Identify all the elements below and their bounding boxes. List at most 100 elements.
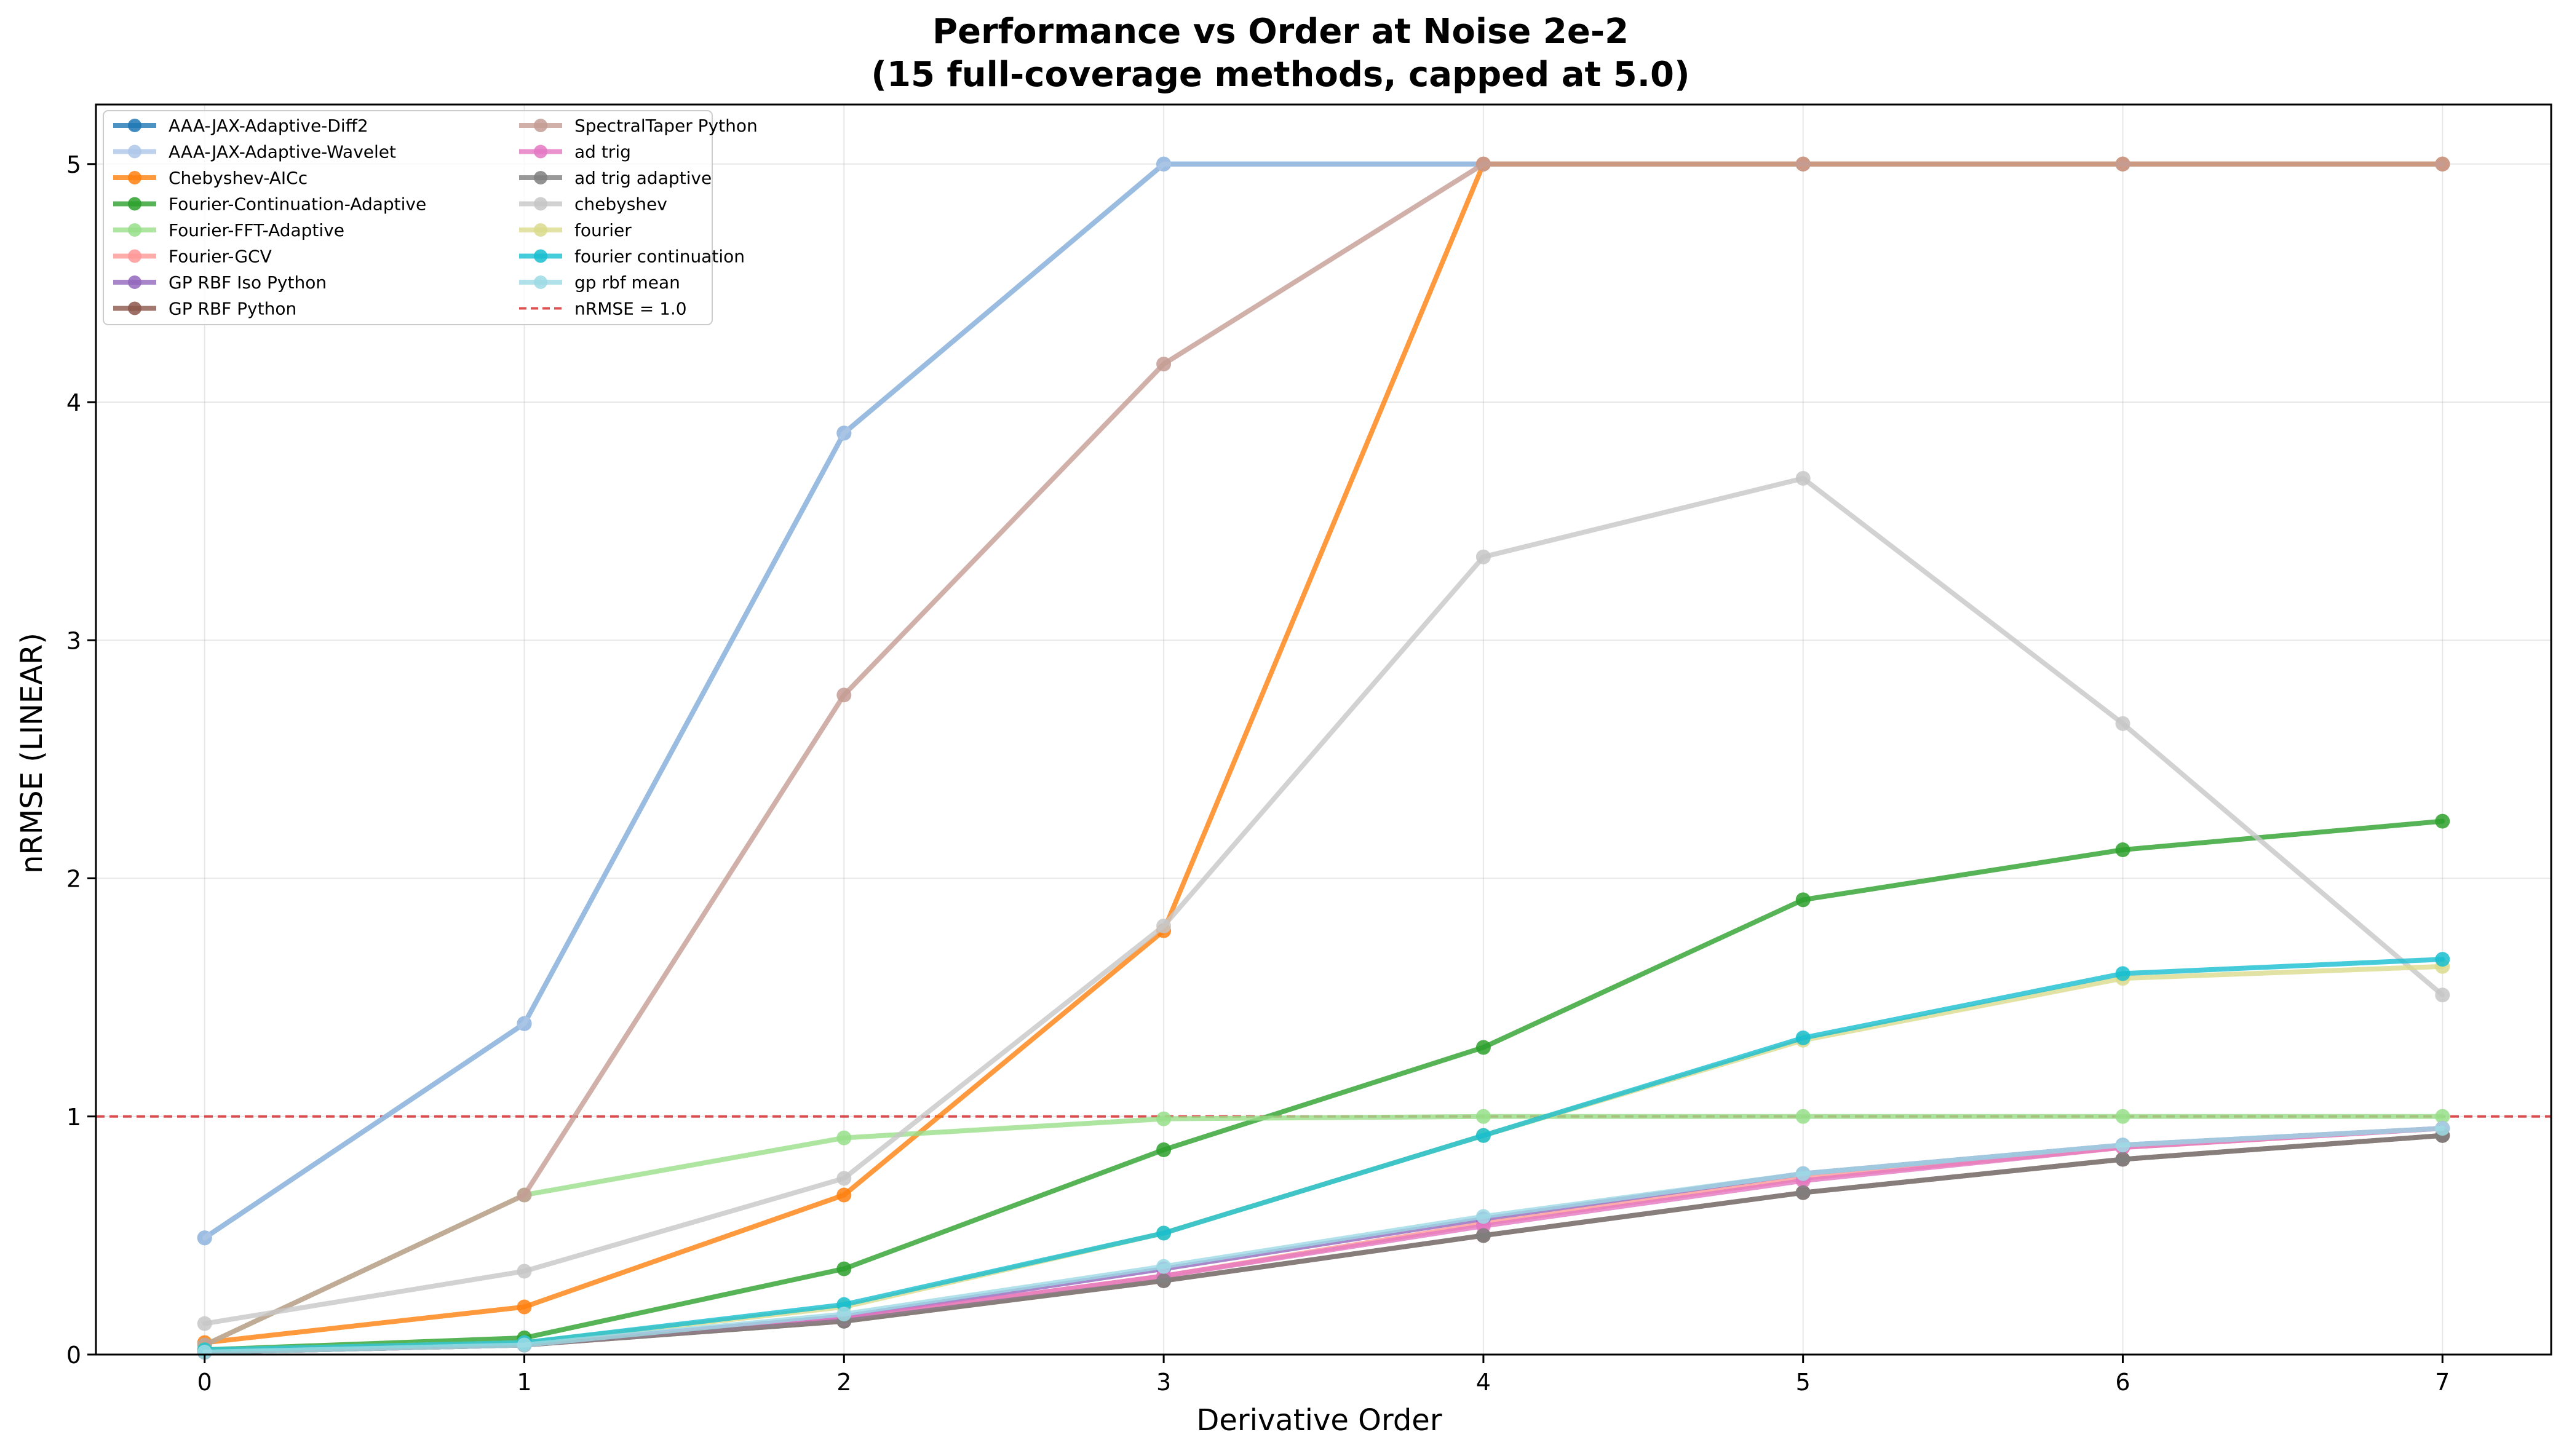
series-line [202,1126,2445,1355]
legend-item: chebyshev [519,194,667,215]
axes-layer: 0 1 2 3 4 5 6 7 0 1 2 3 4 5 [66,103,2552,1396]
x-tick-label: 1 [517,1369,531,1396]
legend-item: nRMSE = 1.0 [519,299,687,319]
legend-label: ad trig adaptive [574,168,712,188]
data-point [836,687,852,703]
legend-item: GP RBF Iso Python [113,272,327,293]
data-point [1156,1273,1172,1288]
y-tick-label: 3 [66,627,81,654]
legend-label: Fourier-GCV [169,247,272,267]
legend-marker [128,171,141,184]
data-point [197,1230,212,1246]
legend-marker [534,197,547,211]
legend-marker [128,249,141,263]
x-tick-label: 4 [1476,1369,1491,1396]
legend-item: Fourier-Continuation-Adaptive [113,194,426,215]
data-point [2435,156,2450,172]
legend-label: fourier [574,220,632,240]
data-point [2115,156,2130,172]
data-point [517,1337,532,1353]
legend-marker [128,119,141,132]
data-point [1156,918,1172,933]
data-point [2115,716,2130,731]
series-spectraltaper-python [197,156,2450,1353]
y-tick-label: 1 [66,1104,81,1131]
data-point [1795,1166,1811,1181]
series-line [202,957,2445,1353]
data-point [1156,1259,1172,1274]
data-point [197,1345,212,1360]
legend-label: SpectralTaper Python [574,116,758,136]
legend-label: fourier continuation [574,247,745,267]
legend-label: chebyshev [574,194,667,215]
data-point [1156,1142,1172,1157]
series-layer [197,156,2450,1360]
data-point [1156,1111,1172,1126]
legend-item: ad trig adaptive [519,168,712,188]
data-point [1475,156,1491,172]
data-point [836,1261,852,1276]
legend-item: Fourier-GCV [113,247,272,267]
data-point [517,1264,532,1279]
legend-box [103,110,713,325]
y-tick-label: 5 [66,151,81,178]
legend-marker [534,275,547,289]
x-axis-label: Derivative Order [1196,1403,1442,1438]
y-tick-label: 4 [66,389,81,416]
data-point [2435,987,2450,1003]
data-point [836,1171,852,1186]
data-point [1795,470,1811,486]
legend-label: AAA-JAX-Adaptive-Wavelet [169,142,396,162]
legend: AAA-JAX-Adaptive-Diff2 AAA-JAX-Adaptive-W… [103,110,758,325]
legend-marker [128,275,141,289]
data-point [836,1187,852,1203]
legend-marker [534,249,547,263]
legend-marker [128,301,141,315]
legend-item: gp rbf mean [519,272,680,293]
legend-item: Chebyshev-AICc [113,168,308,188]
data-point [1795,156,1811,172]
x-tick-label: 3 [1156,1369,1171,1396]
data-point [1795,1109,1811,1124]
legend-item: GP RBF Python [113,299,296,319]
data-point [836,425,852,441]
data-point [1795,1185,1811,1200]
legend-label: nRMSE = 1.0 [574,299,687,319]
legend-label: GP RBF Python [169,299,296,319]
data-point [517,1016,532,1031]
legend-item: AAA-JAX-Adaptive-Diff2 [113,116,368,136]
legend-label: GP RBF Iso Python [169,272,327,293]
legend-marker [128,223,141,237]
data-point [197,1316,212,1331]
plot-frame [95,103,2552,1356]
data-point [2435,952,2450,967]
legend-item: AAA-JAX-Adaptive-Wavelet [113,142,396,162]
data-point [2115,1152,2130,1167]
legend-item: fourier [519,220,632,240]
legend-label: gp rbf mean [574,272,680,293]
legend-item: SpectralTaper Python [519,116,758,136]
data-point [1475,1128,1491,1143]
x-tick-label: 5 [1796,1369,1811,1396]
legend-item: ad trig [519,142,631,162]
data-point [836,1307,852,1322]
data-point [1475,1228,1491,1243]
data-point [1156,1225,1172,1241]
chart-title: Performance vs Order at Noise 2e-2 [932,12,1629,52]
data-point [2115,1138,2130,1153]
data-point [517,1299,532,1315]
series-chebyshev [197,470,2450,1331]
series-line [202,1114,2445,1348]
data-point [1475,1040,1491,1055]
x-tick-label: 2 [836,1369,851,1396]
legend-marker [128,197,141,211]
data-point [2115,842,2130,858]
legend-label: Fourier-Continuation-Adaptive [169,194,426,215]
legend-marker [534,119,547,132]
y-axis-label: nRMSE (LINEAR) [15,633,49,874]
legend-label: Fourier-FFT-Adaptive [169,220,344,240]
data-point [517,1187,532,1203]
x-tick-label: 0 [197,1369,212,1396]
chart-subtitle: (15 full-coverage methods, capped at 5.0… [871,55,1689,95]
